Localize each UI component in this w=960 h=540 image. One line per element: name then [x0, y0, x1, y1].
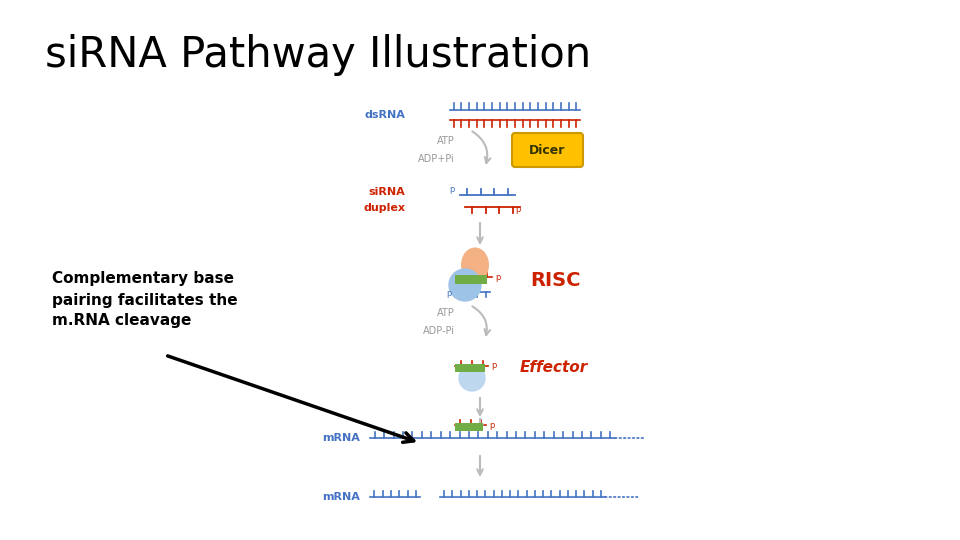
Circle shape — [449, 269, 481, 301]
Circle shape — [459, 365, 485, 391]
Text: p: p — [489, 421, 494, 429]
Text: p: p — [449, 186, 455, 194]
FancyBboxPatch shape — [455, 423, 483, 431]
Text: dsRNA: dsRNA — [364, 110, 405, 120]
Text: p: p — [446, 289, 452, 299]
Text: siRNA: siRNA — [369, 187, 405, 197]
Text: Effector: Effector — [520, 361, 588, 375]
Text: ATP: ATP — [437, 308, 455, 318]
Text: p: p — [491, 361, 496, 370]
Text: siRNA Pathway Illustration: siRNA Pathway Illustration — [45, 34, 591, 76]
Ellipse shape — [461, 247, 489, 282]
Text: ADP+Pi: ADP+Pi — [419, 154, 455, 164]
Text: p: p — [515, 206, 520, 214]
Text: p: p — [495, 273, 500, 281]
Text: duplex: duplex — [363, 203, 405, 213]
Text: ADP-Pi: ADP-Pi — [423, 326, 455, 336]
Text: mRNA: mRNA — [323, 433, 360, 443]
Text: ATP: ATP — [437, 136, 455, 146]
FancyBboxPatch shape — [512, 133, 583, 167]
FancyBboxPatch shape — [455, 364, 485, 372]
FancyBboxPatch shape — [455, 275, 487, 284]
Text: RISC: RISC — [530, 271, 581, 289]
Text: Dicer: Dicer — [529, 144, 565, 157]
Text: mRNA: mRNA — [323, 492, 360, 502]
Text: Complementary base
pairing facilitates the
m.RNA cleavage: Complementary base pairing facilitates t… — [52, 272, 238, 328]
